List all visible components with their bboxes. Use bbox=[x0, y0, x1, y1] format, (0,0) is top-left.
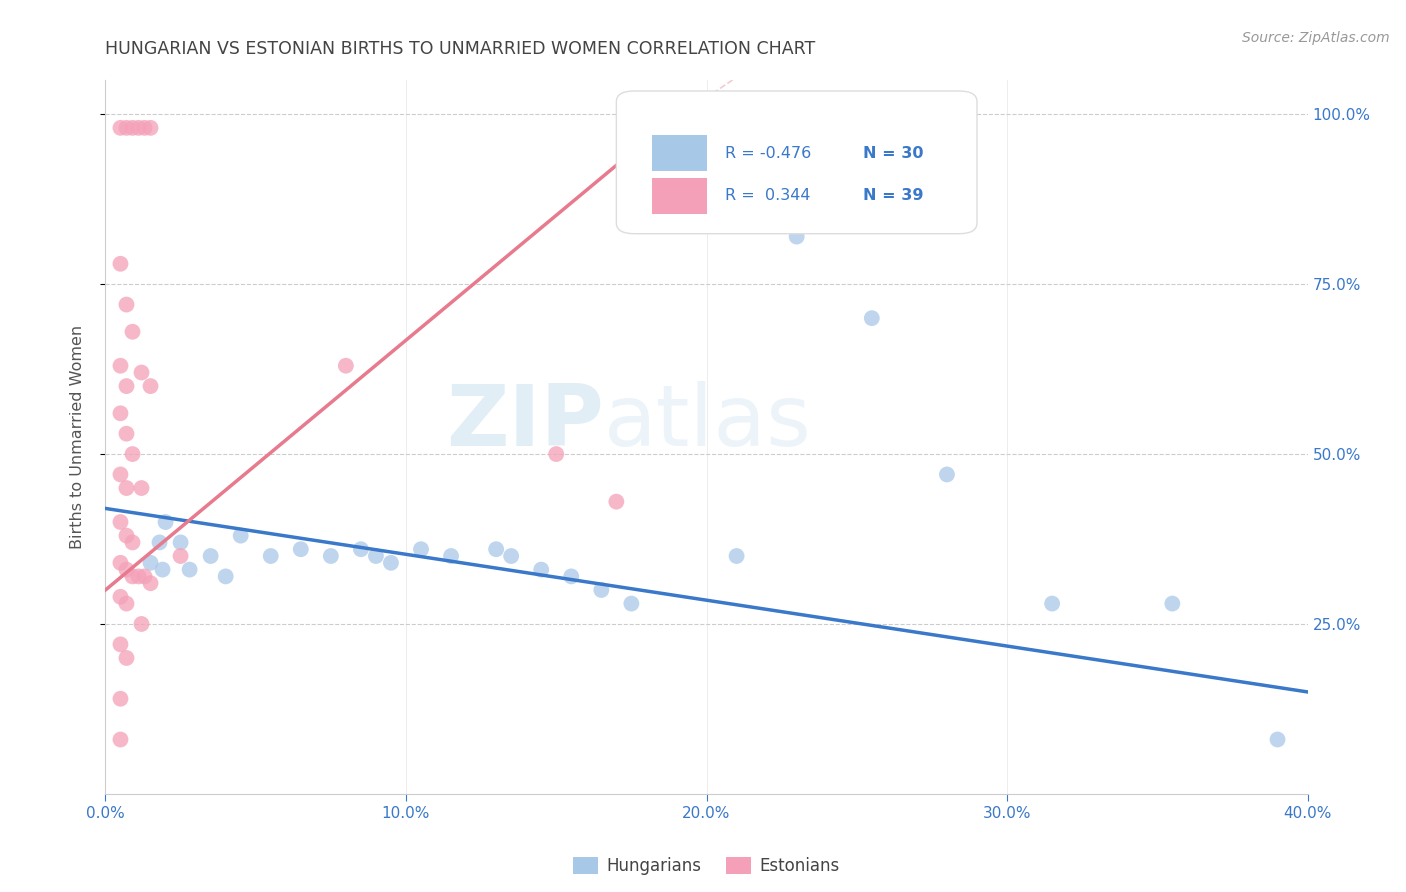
Point bbox=[260, 549, 283, 563]
Point bbox=[139, 379, 162, 393]
Point bbox=[110, 467, 132, 482]
Point bbox=[115, 651, 138, 665]
Point bbox=[121, 569, 143, 583]
Y-axis label: Births to Unmarried Women: Births to Unmarried Women bbox=[70, 325, 84, 549]
Point bbox=[936, 467, 959, 482]
Point bbox=[115, 528, 138, 542]
Point bbox=[409, 542, 432, 557]
Point bbox=[115, 379, 138, 393]
Point bbox=[1040, 597, 1063, 611]
Point bbox=[335, 359, 357, 373]
Point bbox=[121, 325, 143, 339]
Point bbox=[131, 481, 153, 495]
FancyBboxPatch shape bbox=[616, 91, 977, 234]
Text: HUNGARIAN VS ESTONIAN BIRTHS TO UNMARRIED WOMEN CORRELATION CHART: HUNGARIAN VS ESTONIAN BIRTHS TO UNMARRIE… bbox=[105, 40, 815, 58]
Point bbox=[786, 229, 808, 244]
Point bbox=[605, 494, 627, 508]
Point bbox=[115, 481, 138, 495]
Point bbox=[860, 311, 883, 326]
Text: Source: ZipAtlas.com: Source: ZipAtlas.com bbox=[1241, 31, 1389, 45]
Point bbox=[200, 549, 222, 563]
Text: atlas: atlas bbox=[605, 381, 813, 465]
Bar bbox=[652, 136, 707, 171]
Point bbox=[121, 120, 143, 135]
Point bbox=[115, 120, 138, 135]
Text: N = 39: N = 39 bbox=[863, 188, 924, 203]
Text: R =  0.344: R = 0.344 bbox=[724, 188, 810, 203]
Bar bbox=[652, 178, 707, 213]
Point bbox=[134, 120, 156, 135]
Point bbox=[725, 549, 748, 563]
Point bbox=[110, 359, 132, 373]
Point bbox=[110, 590, 132, 604]
Point bbox=[139, 556, 162, 570]
Point bbox=[121, 447, 143, 461]
Point bbox=[1267, 732, 1289, 747]
Point bbox=[115, 297, 138, 311]
Point bbox=[169, 535, 191, 549]
Point bbox=[169, 549, 191, 563]
Point bbox=[148, 535, 170, 549]
Point bbox=[110, 515, 132, 529]
Text: R = -0.476: R = -0.476 bbox=[724, 145, 811, 161]
Point bbox=[131, 366, 153, 380]
Point bbox=[380, 556, 402, 570]
Point bbox=[179, 563, 201, 577]
Point bbox=[128, 569, 150, 583]
Point bbox=[152, 563, 174, 577]
Text: ZIP: ZIP bbox=[447, 381, 605, 465]
Point bbox=[110, 406, 132, 420]
Point bbox=[229, 528, 252, 542]
Point bbox=[110, 732, 132, 747]
Point bbox=[620, 597, 643, 611]
Point bbox=[1161, 597, 1184, 611]
Point bbox=[560, 569, 582, 583]
Point bbox=[501, 549, 523, 563]
Point bbox=[485, 542, 508, 557]
Point bbox=[128, 120, 150, 135]
Point bbox=[110, 257, 132, 271]
Point bbox=[155, 515, 177, 529]
Point bbox=[139, 120, 162, 135]
Point bbox=[110, 556, 132, 570]
Point bbox=[131, 617, 153, 632]
Point bbox=[530, 563, 553, 577]
Point bbox=[115, 597, 138, 611]
Point bbox=[110, 637, 132, 651]
Text: N = 30: N = 30 bbox=[863, 145, 924, 161]
Legend: Hungarians, Estonians: Hungarians, Estonians bbox=[567, 850, 846, 882]
Point bbox=[115, 426, 138, 441]
Point bbox=[214, 569, 236, 583]
Point bbox=[110, 691, 132, 706]
Point bbox=[139, 576, 162, 591]
Point bbox=[115, 563, 138, 577]
Point bbox=[440, 549, 463, 563]
Point bbox=[591, 582, 613, 597]
Point bbox=[110, 120, 132, 135]
Point bbox=[121, 535, 143, 549]
Point bbox=[319, 549, 342, 563]
Point bbox=[350, 542, 373, 557]
Point bbox=[364, 549, 387, 563]
Point bbox=[290, 542, 312, 557]
Point bbox=[546, 447, 568, 461]
Point bbox=[134, 569, 156, 583]
